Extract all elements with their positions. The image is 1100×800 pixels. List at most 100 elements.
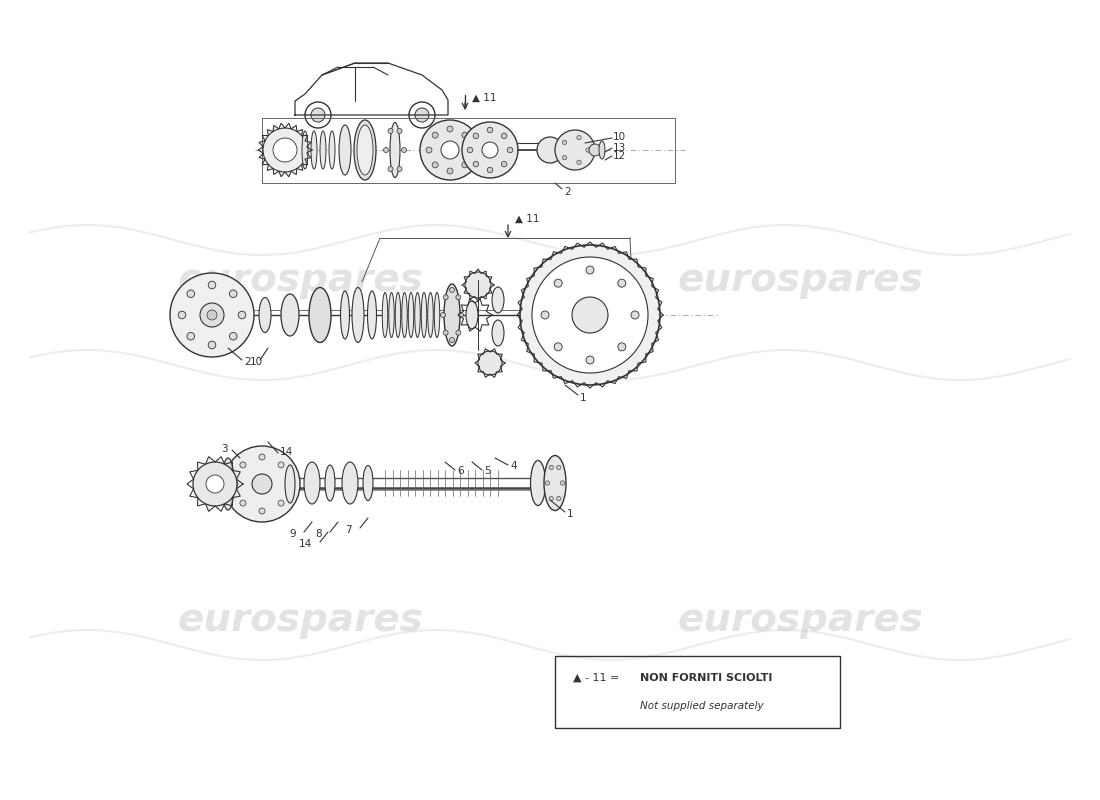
Circle shape: [576, 160, 581, 165]
Circle shape: [240, 462, 246, 468]
Circle shape: [478, 351, 502, 375]
Circle shape: [455, 295, 461, 300]
Ellipse shape: [222, 458, 234, 510]
Ellipse shape: [402, 293, 407, 338]
Text: 12: 12: [613, 151, 626, 161]
Circle shape: [462, 122, 518, 178]
Circle shape: [586, 356, 594, 364]
Ellipse shape: [492, 320, 504, 346]
Circle shape: [572, 297, 608, 333]
Circle shape: [415, 108, 429, 122]
Circle shape: [311, 108, 324, 122]
Ellipse shape: [390, 122, 400, 178]
Ellipse shape: [324, 465, 336, 501]
Circle shape: [549, 466, 553, 470]
Ellipse shape: [354, 120, 376, 180]
Ellipse shape: [285, 465, 295, 503]
Text: 10: 10: [613, 132, 626, 142]
Circle shape: [252, 474, 272, 494]
Text: 9: 9: [289, 529, 296, 539]
Circle shape: [258, 454, 265, 460]
Ellipse shape: [341, 291, 350, 339]
Ellipse shape: [352, 287, 364, 342]
Circle shape: [230, 333, 236, 340]
Circle shape: [192, 462, 236, 506]
Circle shape: [402, 147, 407, 153]
Circle shape: [388, 129, 393, 134]
Circle shape: [562, 140, 566, 145]
Ellipse shape: [600, 141, 605, 159]
Circle shape: [239, 311, 245, 319]
Circle shape: [388, 166, 393, 171]
Text: 8: 8: [316, 529, 322, 539]
Circle shape: [502, 162, 507, 167]
Text: eurospares: eurospares: [678, 601, 923, 639]
Circle shape: [557, 466, 561, 470]
Circle shape: [443, 295, 448, 300]
Circle shape: [273, 138, 297, 162]
Ellipse shape: [395, 293, 400, 338]
Circle shape: [560, 481, 564, 485]
Ellipse shape: [388, 293, 394, 338]
Circle shape: [230, 290, 236, 298]
Circle shape: [520, 245, 660, 385]
Circle shape: [232, 481, 238, 487]
Text: eurospares: eurospares: [678, 261, 923, 299]
Bar: [262, 118, 675, 183]
Circle shape: [618, 343, 626, 351]
Circle shape: [549, 496, 553, 501]
Circle shape: [440, 313, 446, 318]
Ellipse shape: [415, 293, 420, 338]
Circle shape: [465, 272, 491, 298]
Text: 1: 1: [566, 509, 573, 519]
Circle shape: [554, 279, 562, 287]
Circle shape: [618, 279, 626, 287]
Ellipse shape: [258, 298, 271, 333]
Ellipse shape: [304, 462, 320, 504]
Circle shape: [278, 462, 284, 468]
Circle shape: [432, 162, 438, 168]
Circle shape: [208, 282, 216, 289]
Ellipse shape: [309, 287, 331, 342]
Ellipse shape: [428, 293, 433, 338]
Circle shape: [187, 333, 195, 340]
Circle shape: [397, 166, 401, 171]
Text: 5: 5: [484, 466, 491, 476]
Circle shape: [586, 266, 594, 274]
Text: 7: 7: [345, 525, 352, 535]
Ellipse shape: [302, 131, 308, 169]
Circle shape: [207, 310, 217, 320]
Ellipse shape: [363, 466, 373, 501]
Circle shape: [586, 148, 591, 152]
Circle shape: [224, 446, 300, 522]
Circle shape: [450, 287, 454, 293]
Circle shape: [170, 273, 254, 357]
Circle shape: [502, 133, 507, 138]
Ellipse shape: [320, 131, 326, 169]
Text: 2: 2: [564, 187, 571, 197]
Text: ▲ 11: ▲ 11: [515, 214, 539, 224]
Circle shape: [468, 147, 473, 153]
Text: 2: 2: [244, 357, 251, 367]
Circle shape: [187, 290, 195, 298]
Ellipse shape: [466, 301, 478, 329]
Circle shape: [426, 147, 432, 153]
Circle shape: [487, 167, 493, 173]
Circle shape: [208, 341, 216, 349]
Circle shape: [450, 338, 454, 342]
Circle shape: [482, 142, 498, 158]
Circle shape: [305, 102, 331, 128]
Circle shape: [240, 500, 246, 506]
Circle shape: [397, 129, 401, 134]
Circle shape: [263, 128, 307, 172]
Ellipse shape: [544, 455, 566, 510]
Ellipse shape: [530, 461, 546, 506]
Ellipse shape: [329, 131, 336, 169]
Ellipse shape: [408, 293, 414, 338]
Text: 4: 4: [510, 461, 517, 471]
Circle shape: [556, 130, 595, 170]
Text: NON FORNITI SCIOLTI: NON FORNITI SCIOLTI: [640, 673, 772, 683]
Circle shape: [541, 311, 549, 319]
Ellipse shape: [367, 291, 376, 339]
Ellipse shape: [311, 131, 317, 169]
